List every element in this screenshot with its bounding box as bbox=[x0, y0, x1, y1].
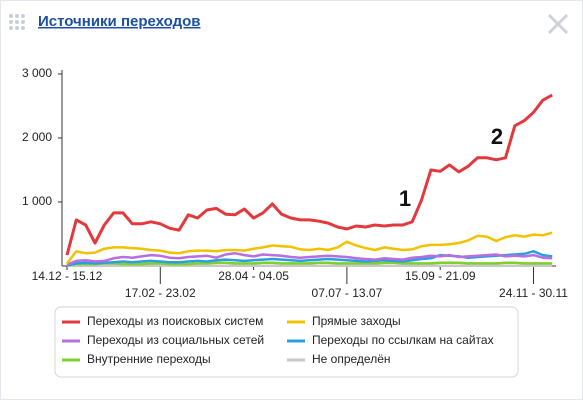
y-tick-label: 3 000 bbox=[22, 66, 52, 80]
close-button[interactable] bbox=[547, 13, 569, 35]
y-tick-label: 2 000 bbox=[22, 130, 52, 144]
legend-label: Переходы из поисковых систем bbox=[87, 314, 263, 328]
legend-box bbox=[54, 306, 519, 378]
legend-label: Переходы из социальных сетей bbox=[87, 333, 264, 347]
x-tick-label: 07.07 - 13.07 bbox=[312, 286, 383, 300]
series-line bbox=[66, 231, 553, 265]
series-line bbox=[66, 251, 553, 266]
series-line bbox=[65, 93, 553, 256]
y-tick-label: 1 000 bbox=[22, 194, 52, 208]
annotation: 2 bbox=[491, 124, 503, 149]
legend-label: Переходы по ссылкам на сайтах bbox=[312, 333, 494, 347]
series-line bbox=[66, 250, 553, 267]
legend-label: Внутренние переходы bbox=[87, 352, 211, 366]
annotation: 1 bbox=[399, 186, 411, 211]
legend-label: Не определён bbox=[312, 352, 391, 366]
drag-handle[interactable] bbox=[9, 14, 25, 30]
legend-label: Прямые заходы bbox=[312, 314, 401, 328]
x-tick-label: 24.11 - 30.11 bbox=[499, 286, 568, 300]
series-line bbox=[66, 261, 553, 267]
x-tick-label: 14.12 - 15.12 bbox=[32, 269, 103, 283]
x-tick-label: 17.02 - 23.02 bbox=[125, 286, 196, 300]
x-tick-label: 15.09 - 21.09 bbox=[405, 269, 476, 283]
x-tick-label: 28.04 - 04.05 bbox=[218, 269, 289, 283]
widget-title[interactable]: Источники переходов bbox=[38, 13, 201, 30]
